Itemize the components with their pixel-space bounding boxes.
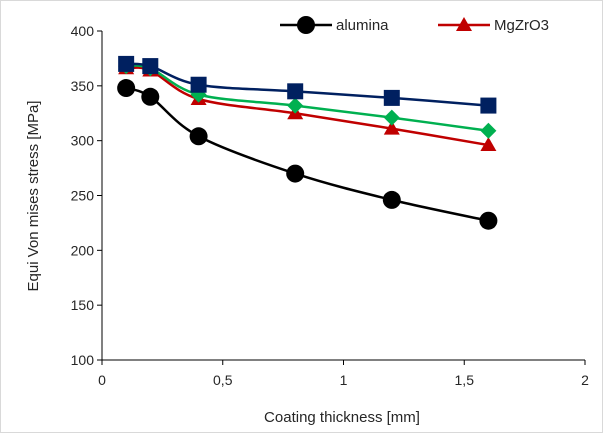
x-tick-label: 2: [581, 372, 589, 388]
legend-label: alumina: [336, 17, 389, 34]
x-axis-title: Coating thickness [mm]: [264, 409, 420, 426]
x-tick-label: 0,5: [213, 372, 233, 388]
plot-series: [117, 55, 498, 230]
legend: alumina MgZrO3: [280, 16, 549, 34]
y-tick-label: 400: [71, 23, 95, 39]
y-tick-label: 150: [71, 297, 95, 313]
x-tick-label: 1,5: [455, 372, 475, 388]
y-tick-label: 100: [71, 352, 95, 368]
data-point: [480, 137, 497, 152]
legend-item: MgZrO3: [438, 17, 549, 34]
data-point: [383, 109, 400, 126]
series-alumina: [117, 79, 498, 230]
y-axis-title: Equi Von mises stress [MPa]: [25, 101, 42, 292]
y-tick-label: 250: [71, 188, 95, 204]
legend-item: alumina: [280, 16, 389, 34]
data-point: [142, 58, 159, 75]
axes: 100 150 200 250 300 350 400 0 0,5 1 1,5 2: [71, 23, 589, 388]
data-point: [480, 97, 497, 114]
y-tick-label: 200: [71, 242, 95, 258]
data-point: [117, 79, 136, 98]
y-tick-label: 350: [71, 78, 95, 94]
data-point: [382, 190, 401, 209]
data-point: [383, 120, 400, 135]
legend-marker: [456, 17, 472, 31]
x-tick-label: 1: [340, 372, 348, 388]
data-point: [286, 164, 305, 183]
series-unnamed-3: [118, 55, 497, 114]
data-point: [189, 127, 208, 146]
data-point: [479, 211, 498, 230]
x-tick-label: 0: [98, 372, 106, 388]
data-point: [190, 76, 207, 93]
legend-marker: [297, 16, 315, 34]
data-point: [480, 122, 497, 139]
data-point: [141, 87, 160, 106]
legend-label: MgZrO3: [494, 17, 549, 34]
data-point: [383, 89, 400, 106]
y-tick-label: 300: [71, 133, 95, 149]
data-point: [118, 55, 135, 72]
data-point: [287, 83, 304, 100]
data-point: [287, 97, 304, 114]
